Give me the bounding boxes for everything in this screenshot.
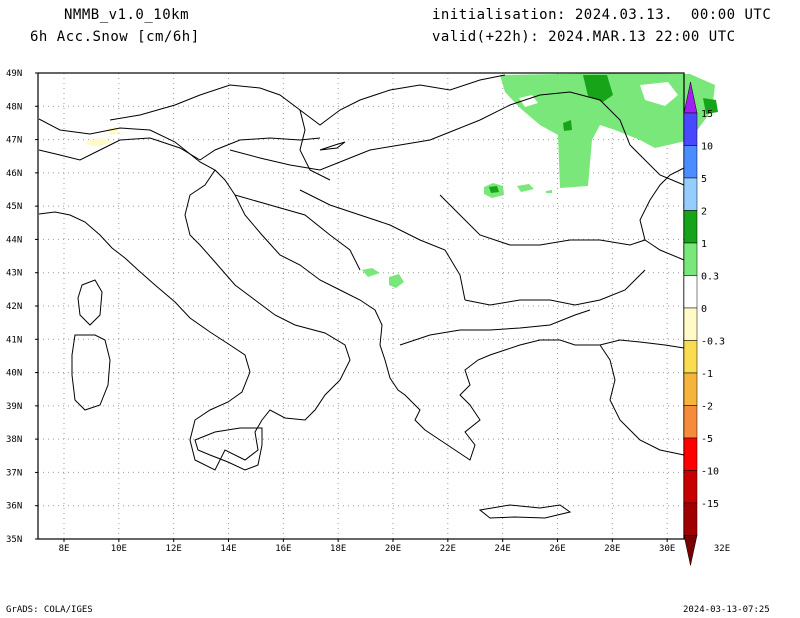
- snow-area-small-2: [546, 190, 552, 193]
- latitude-labels: 49N 48N 47N 46N 45N 44N 43N 42N 41N 40N 39N 38N 37N 3…: [6, 69, 38, 545]
- longitude-labels: 8E 10E 12E 14E 16E 18E 20E 22E 24E 26E 28E 30E 32E: [59, 539, 730, 554]
- border-romania-south: [439, 194, 646, 246]
- coastline-crete: [478, 504, 572, 519]
- snow-area-core-1: [583, 75, 613, 102]
- coastline-adriatic-east: [214, 169, 685, 461]
- lat-label: 46N: [6, 169, 22, 179]
- colorbar-label: -2: [701, 402, 713, 413]
- lon-label: 26E: [549, 544, 565, 554]
- snow-area-alps: [86, 138, 112, 146]
- snow-area-core-2: [703, 98, 718, 114]
- lat-label: 40N: [6, 369, 22, 379]
- colorbar-segment: [683, 340, 698, 374]
- lon-label: 28E: [604, 544, 620, 554]
- colorbar-label: -10: [701, 467, 719, 478]
- coastline-corsica: [77, 279, 103, 326]
- border-romania-north: [479, 91, 685, 186]
- lon-label: 24E: [495, 544, 511, 554]
- coastline-italy: [38, 118, 351, 471]
- lat-label: 44N: [6, 235, 22, 245]
- colorbar: 15 10 5 2 1 0.3 0 -0.3 -1 -2 -5 -10 -15: [683, 81, 725, 566]
- border-austria-hungary: [109, 74, 506, 126]
- lat-label: 39N: [6, 402, 22, 412]
- colorbar-segment: [683, 405, 698, 439]
- footer-right: 2024-03-13-07:25: [683, 605, 770, 615]
- lat-label: 38N: [6, 435, 22, 445]
- snow-area-montenegro: [362, 268, 380, 277]
- lat-label: 49N: [6, 69, 22, 79]
- border-bosnia: [234, 194, 361, 271]
- lat-label: 43N: [6, 269, 22, 279]
- lat-label: 45N: [6, 202, 22, 212]
- colorbar-label: -0.3: [701, 337, 725, 348]
- snow-area-small-1: [517, 184, 534, 192]
- colorbar-segment: [683, 437, 698, 471]
- colorbar-label: -5: [701, 434, 713, 445]
- lake-balaton: [319, 141, 346, 151]
- snow-hole-1: [519, 95, 538, 107]
- colorbar-segment: [683, 112, 698, 146]
- colorbar-segment: [683, 502, 698, 536]
- border-hungary-south: [229, 119, 481, 171]
- border-serbia: [299, 189, 466, 301]
- border-bulgaria: [464, 269, 646, 306]
- lat-label: 37N: [6, 468, 22, 478]
- lon-label: 20E: [385, 544, 401, 554]
- colorbar-label: -15: [701, 499, 719, 510]
- border-greece-north: [399, 309, 591, 346]
- danube-segment: [299, 109, 331, 181]
- colorbar-label: 0: [701, 304, 707, 315]
- field-title: 6h Acc.Snow [cm/6h]: [30, 29, 200, 45]
- lon-label: 18E: [330, 544, 346, 554]
- lon-label: 32E: [714, 544, 730, 554]
- coastline-sardinia: [71, 334, 111, 411]
- init-time: initialisation: 2024.03.13. 00:00 UTC: [432, 7, 772, 23]
- colorbar-segment: [683, 242, 698, 276]
- coastlines-borders: [38, 74, 685, 519]
- colorbar-segment: [683, 372, 698, 406]
- colorbar-segment: [683, 275, 698, 309]
- colorbar-label: 0.3: [701, 272, 719, 283]
- snow-hole-2: [640, 82, 678, 106]
- footer-left: GrADS: COLA/IGES: [6, 605, 93, 615]
- model-title: NMMB_v1.0_10km: [64, 7, 190, 23]
- colorbar-label: 1: [701, 239, 707, 250]
- snow-area-albania: [389, 274, 404, 288]
- lat-label: 41N: [6, 335, 22, 345]
- lon-label: 22E: [440, 544, 456, 554]
- colorbar-label: -1: [701, 369, 713, 380]
- colorbar-segment: [683, 307, 698, 341]
- coastline-sicily: [194, 427, 263, 471]
- colorbar-label: 2: [701, 207, 707, 218]
- lon-label: 30E: [659, 544, 675, 554]
- colorbar-segment: [683, 470, 698, 504]
- valid-time: valid(+22h): 2024.MAR.13 22:00 UTC: [432, 29, 736, 45]
- lat-label: 47N: [6, 136, 22, 146]
- lon-label: 8E: [59, 544, 70, 554]
- colorbar-label: 5: [701, 174, 707, 185]
- coastline-turkey: [599, 344, 685, 456]
- lon-label: 10E: [111, 544, 127, 554]
- snow-area-carpathians-core: [489, 186, 499, 193]
- colorbar-segment: [683, 177, 698, 211]
- lat-label: 35N: [6, 535, 22, 545]
- colorbar-segment: [683, 535, 698, 566]
- colorbar-label: 10: [701, 142, 713, 153]
- lon-label: 16E: [275, 544, 291, 554]
- border-slovenia: [199, 137, 321, 161]
- snow-area-core-3: [563, 120, 572, 131]
- lat-label: 36N: [6, 502, 22, 512]
- coastline-black-sea: [639, 167, 685, 261]
- lat-label: 42N: [6, 302, 22, 312]
- colorbar-label: 15: [701, 109, 713, 120]
- colorbar-segment: [683, 145, 698, 179]
- snow-accumulation-areas: [86, 73, 718, 288]
- colorbar-segment: [683, 210, 698, 244]
- lon-label: 12E: [166, 544, 182, 554]
- lat-label: 48N: [6, 102, 22, 112]
- border-alps-west: [38, 137, 201, 161]
- lon-label: 14E: [220, 544, 236, 554]
